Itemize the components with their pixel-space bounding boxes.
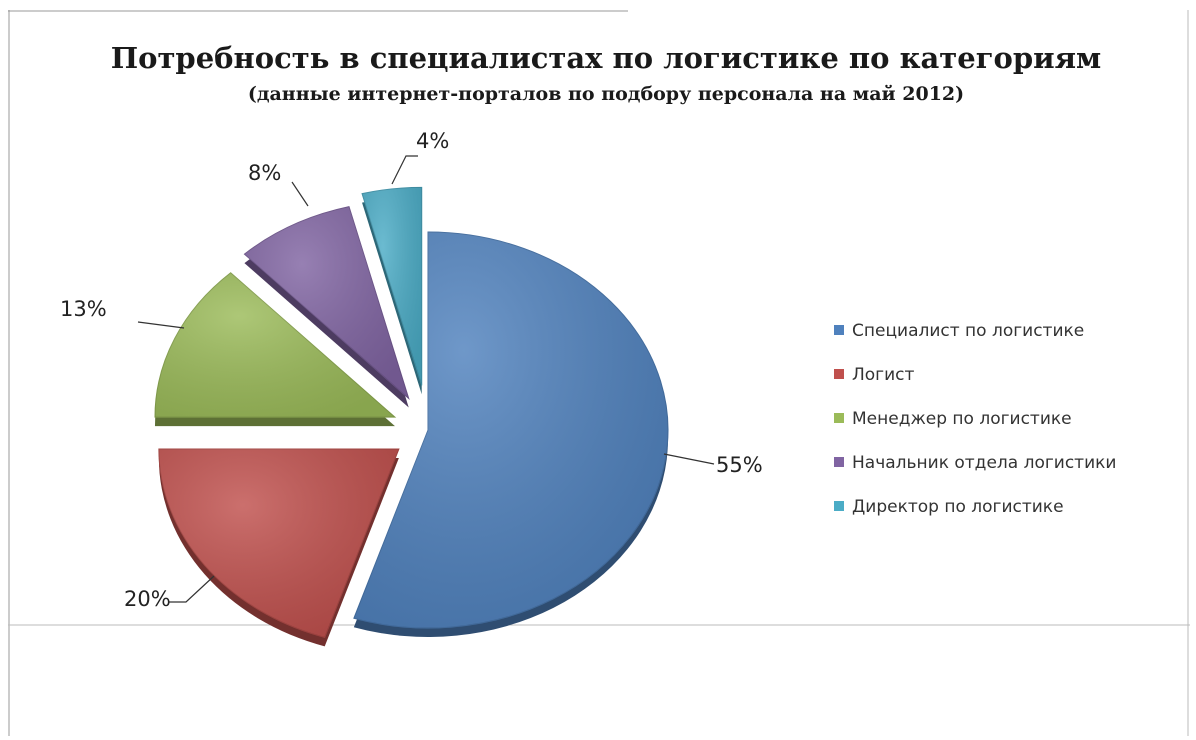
leader-line-specialist: [663, 453, 715, 465]
data-label-specialist: 55%: [716, 453, 763, 477]
legend-label-specialist: Специалист по логистике: [852, 321, 1084, 341]
chart-frame: Потребность в специалистах по логистике …: [8, 10, 1190, 736]
pie-slice-shade-head: [244, 206, 409, 399]
leader-line-director: [391, 155, 418, 185]
chart-subtitle: (данные интернет-порталов по подбору пер…: [248, 83, 964, 105]
legend-swatch-specialist: [834, 325, 844, 335]
pie-chart: Потребность в специалистах по логистике …: [8, 10, 1190, 736]
legend-label-logist: Логист: [852, 365, 915, 385]
legend: Специалист по логистике Логист Менеджер по…: [834, 321, 1116, 517]
data-label-director: 4%: [416, 129, 449, 153]
leader-line-head: [291, 181, 309, 207]
data-label-logist: 20%: [124, 587, 171, 611]
legend-swatch-logist: [834, 369, 844, 379]
pie-slice-shade-manager: [154, 272, 395, 418]
data-label-head: 8%: [248, 161, 281, 185]
leader-line-manager: [137, 321, 185, 329]
pie-slice-shade-director: [362, 187, 422, 386]
data-labels: 55% 20% 13% 8% 4%: [60, 129, 763, 611]
data-label-manager: 13%: [60, 297, 107, 321]
legend-label-head: Начальник отдела логистики: [852, 453, 1116, 473]
legend-label-manager: Менеджер по логистике: [852, 409, 1072, 429]
legend-label-director: Директор по логистике: [852, 497, 1064, 517]
pie-slice-shade-logist: [158, 449, 399, 638]
pie-slices: [154, 186, 669, 647]
legend-swatch-head: [834, 457, 844, 467]
leader-line-logist: [168, 575, 215, 603]
legend-swatch-director: [834, 501, 844, 511]
chart-title: Потребность в специалистах по логистике …: [111, 41, 1102, 75]
pie-slice-shade-specialist: [353, 232, 668, 629]
legend-swatch-manager: [834, 413, 844, 423]
